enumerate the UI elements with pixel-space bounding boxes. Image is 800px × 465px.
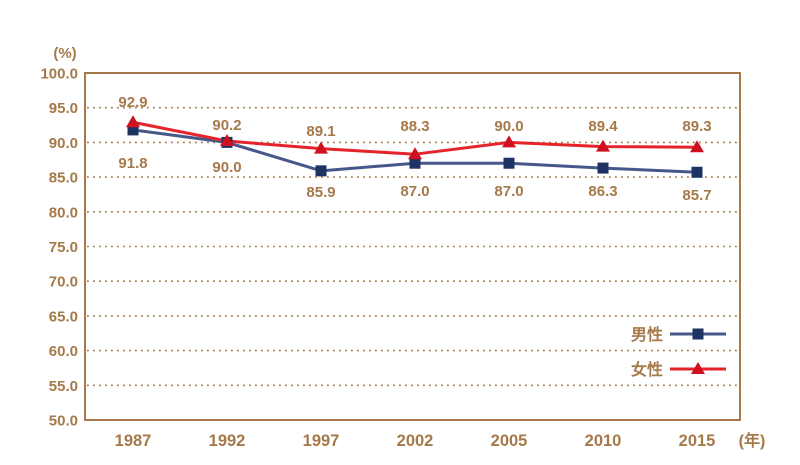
y-axis-tick-label: 65.0 — [49, 308, 78, 325]
y-axis-tick-label: 100.0 — [40, 66, 78, 83]
y-axis-tick-label: 55.0 — [49, 378, 78, 395]
female-data-label: 88.3 — [400, 118, 429, 135]
male-data-label: 85.9 — [306, 184, 335, 201]
legend-male-marker-icon — [692, 328, 704, 340]
x-axis-tick-label: 1987 — [115, 432, 152, 450]
male-marker-icon — [315, 165, 327, 177]
male-data-label: 87.0 — [400, 183, 429, 200]
female-marker-icon — [690, 140, 704, 153]
x-axis-tick-label: 2005 — [491, 432, 528, 450]
male-data-label: 91.8 — [118, 155, 147, 172]
y-axis-tick-label: 80.0 — [49, 204, 78, 221]
male-data-label: 87.0 — [494, 183, 523, 200]
x-axis-tick-label: 2015 — [679, 432, 716, 450]
female-data-label: 90.0 — [494, 118, 523, 135]
female-data-label: 89.1 — [306, 123, 335, 140]
plot-border — [84, 72, 741, 421]
female-data-label: 89.3 — [682, 118, 711, 135]
female-marker-icon — [596, 139, 610, 152]
female-data-label: 89.4 — [588, 118, 618, 135]
x-axis-tick-label: 1997 — [303, 432, 340, 450]
female-marker-icon — [502, 135, 516, 148]
legend-female-marker-icon — [691, 362, 705, 374]
male-marker-icon — [691, 166, 703, 178]
male-data-label: 90.0 — [212, 159, 241, 176]
y-axis-tick-label: 50.0 — [49, 413, 78, 430]
female-marker-icon — [408, 147, 422, 160]
y-axis-tick-label: 75.0 — [49, 239, 78, 256]
legend-female-label: 女性 — [631, 360, 663, 379]
male-marker-icon — [409, 157, 421, 169]
x-axis-tick-label: 1992 — [209, 432, 246, 450]
female-marker-icon — [220, 134, 234, 147]
y-axis-tick-label: 70.0 — [49, 274, 78, 291]
y-axis-unit-label: (%) — [53, 45, 76, 62]
y-axis-tick-label: 90.0 — [49, 135, 78, 152]
female-marker-icon — [126, 115, 140, 128]
y-axis-tick-label: 60.0 — [49, 343, 78, 360]
x-axis-tick-label: 2010 — [585, 432, 622, 450]
male-marker-icon — [503, 157, 515, 169]
male-marker-icon — [127, 124, 139, 136]
x-axis-tick-label: 2002 — [397, 432, 434, 450]
male-data-label: 86.3 — [588, 183, 617, 200]
x-axis-unit-label: (年) — [739, 431, 766, 450]
y-axis-tick-label: 95.0 — [49, 100, 78, 117]
male-data-label: 85.7 — [682, 187, 711, 204]
female-marker-icon — [314, 141, 328, 154]
male-marker-icon — [597, 162, 609, 174]
female-data-label: 90.2 — [212, 117, 241, 134]
female-data-label: 92.9 — [118, 94, 147, 111]
legend-male-label: 男性 — [631, 325, 663, 344]
y-axis-tick-label: 85.0 — [49, 170, 78, 187]
